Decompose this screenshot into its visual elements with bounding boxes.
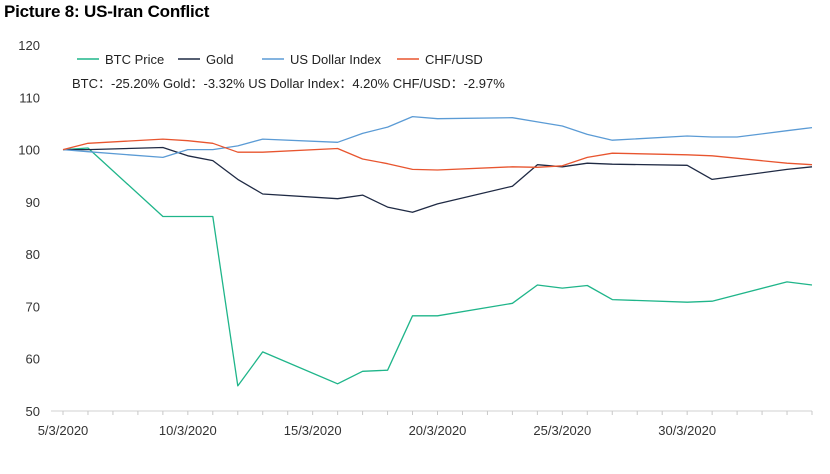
legend-label: Gold xyxy=(206,52,233,67)
y-axis-ticks: 50 60 70 80 90 100 110 120 xyxy=(18,38,40,419)
x-tick-label: 15/3/2020 xyxy=(284,423,342,438)
chart-title: Picture 8: US-Iran Conflict xyxy=(4,2,210,21)
legend-label: BTC Price xyxy=(105,52,164,67)
x-tick-label: 20/3/2020 xyxy=(409,423,467,438)
y-tick-label: 60 xyxy=(26,352,40,367)
y-tick-label: 80 xyxy=(26,247,40,262)
legend-label: CHF/USD xyxy=(425,52,483,67)
series-lines xyxy=(62,115,813,387)
y-tick-label: 110 xyxy=(19,90,40,105)
y-tick-label: 90 xyxy=(26,195,40,210)
y-tick-label: 50 xyxy=(26,404,40,419)
series-line-gold xyxy=(63,146,813,213)
change-annotation: BTC：-25.20% Gold：-3.32% US Dollar Index：… xyxy=(72,76,505,91)
x-axis: 5/3/2020 10/3/2020 15/3/2020 20/3/2020 25/3/… xyxy=(38,410,813,438)
y-tick-label: 100 xyxy=(18,143,40,158)
series-line-chf-usd xyxy=(62,138,813,171)
series-line-us-dollar-index xyxy=(62,115,813,159)
series-line-btc-price xyxy=(62,147,813,387)
legend: BTC Price Gold US Dollar Index CHF/USD xyxy=(77,52,483,67)
x-tick-label: 10/3/2020 xyxy=(159,423,217,438)
x-tick-label: 30/3/2020 xyxy=(658,423,716,438)
y-tick-label: 70 xyxy=(26,299,40,314)
y-tick-label: 120 xyxy=(18,38,40,53)
x-tick-label: 25/3/2020 xyxy=(533,423,591,438)
legend-label: US Dollar Index xyxy=(290,52,382,67)
x-tick-label: 5/3/2020 xyxy=(38,423,89,438)
